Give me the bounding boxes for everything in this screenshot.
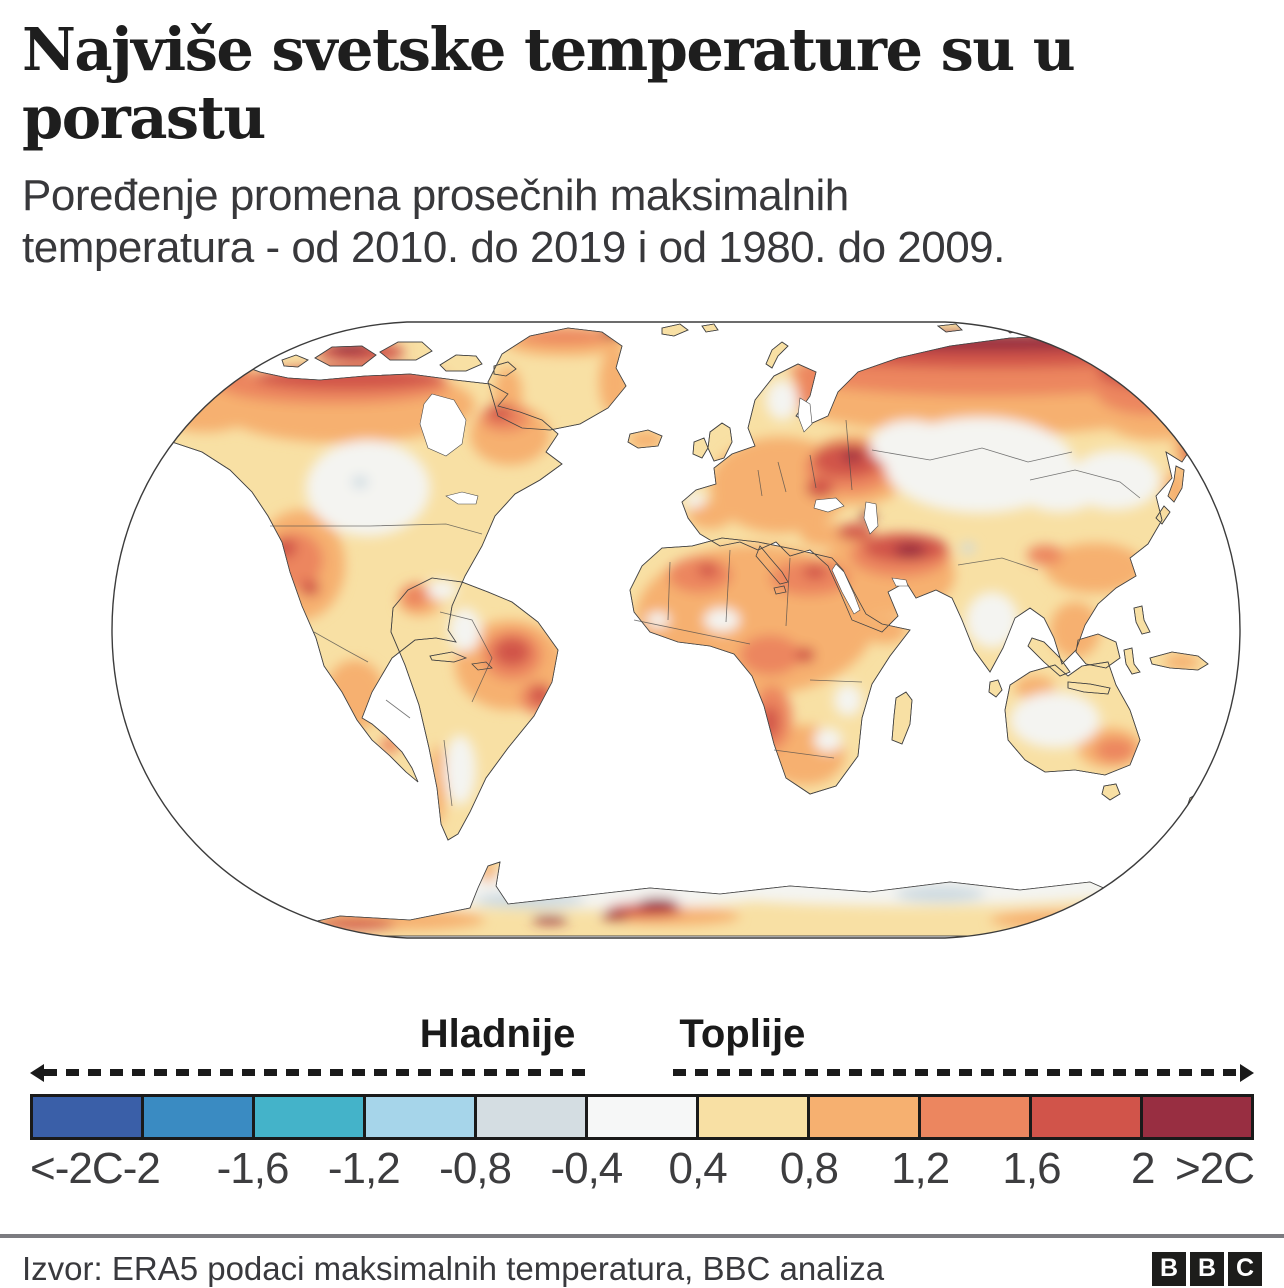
footer: Izvor: ERA5 podaci maksimalnih temperatu… (0, 1238, 1284, 1288)
colorbar-scale-labels: <-2C -2 -1,6 -1,2 -0,8 -0,4 0,4 0,8 1,2 1,6 2 >2C (30, 1143, 1255, 1196)
bbc-logo-letter: C (1228, 1251, 1262, 1286)
world-map-svg (111, 320, 1241, 939)
legend-arrows (30, 1063, 1254, 1082)
colorbar-tick-label: -0,8 (439, 1143, 512, 1193)
colorbar-tick-label: <-2C (30, 1143, 124, 1193)
colorbar-tick-label: 1,2 (891, 1143, 950, 1193)
world-map (110, 320, 1242, 940)
source-text: Izvor: ERA5 podaci maksimalnih temperatu… (22, 1249, 885, 1287)
colorbar-segment (33, 1096, 141, 1137)
legend: Hladnije Toplije <-2C -2 -1,6 -1,2 -0,8 -0,4 0… (0, 1012, 1284, 1196)
legend-colder-label: Hladnije (419, 1011, 576, 1056)
colorbar-segment (1140, 1096, 1251, 1137)
colorbar-tick-label: -1,6 (216, 1143, 290, 1193)
colorbar-tick-label: 0,8 (779, 1143, 839, 1193)
colorbar-tick-label: -0,4 (550, 1143, 623, 1193)
dashed-line (672, 1069, 1240, 1077)
colorbar-segment (696, 1096, 807, 1137)
colorbar-segment (918, 1096, 1029, 1137)
colorbar-segment (1029, 1096, 1140, 1137)
colorbar-tick-label: >2C (1175, 1143, 1255, 1193)
colorbar-tick-label: 0,4 (668, 1143, 728, 1193)
bbc-logo-letter: B (1152, 1251, 1186, 1286)
colorbar-tick-label: 1,6 (1002, 1143, 1061, 1193)
infographic: Najviše svetske temperature su u porastu… (0, 16, 1284, 1288)
page-title: Najviše svetske temperature su u porastu (22, 15, 1076, 152)
arrow-right-icon (1240, 1063, 1254, 1082)
bbc-logo: B B C (1152, 1251, 1262, 1286)
colorbar-segment (252, 1096, 363, 1137)
water-bodies (419, 393, 909, 615)
legend-direction-labels: Hladnije Toplije (30, 1012, 1254, 1060)
colorbar-segment (807, 1096, 918, 1137)
colorbar-segment (474, 1096, 585, 1137)
legend-warmer-label: Toplije (679, 1011, 806, 1056)
colder-arrow (30, 1063, 586, 1082)
arrow-left-icon (30, 1063, 44, 1082)
colorbar-segment (363, 1096, 474, 1137)
colorbar-segment (141, 1096, 252, 1137)
warmer-arrow (672, 1063, 1254, 1082)
subtitle: Poređenje promena prosečnih maksimalnih … (22, 170, 1005, 272)
bbc-logo-letter: B (1190, 1251, 1224, 1286)
dashed-line (44, 1069, 586, 1077)
colorbar-tick-label: -1,2 (327, 1143, 401, 1193)
colorbar (30, 1093, 1254, 1140)
colorbar-tick-label: -2 (122, 1143, 161, 1193)
map-area (112, 321, 1240, 938)
colorbar-tick-label: 2 (1130, 1143, 1156, 1193)
country-borders (270, 419, 1141, 806)
colorbar-segment (585, 1096, 696, 1137)
